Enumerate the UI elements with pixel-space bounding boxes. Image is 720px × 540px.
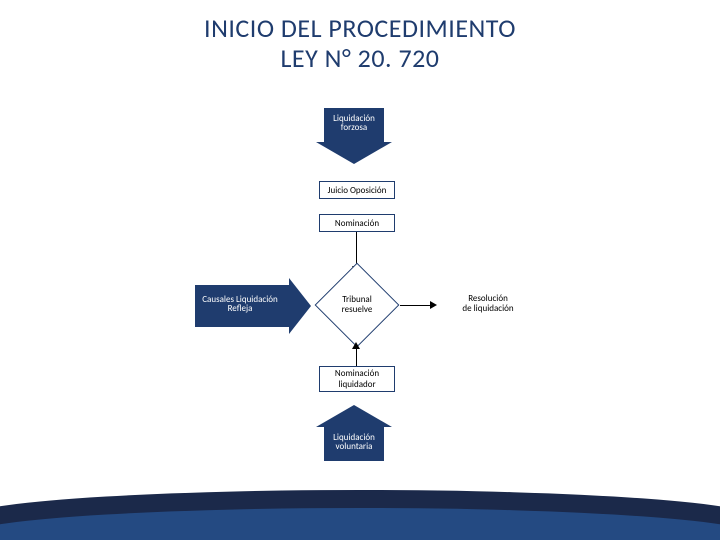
box-nominacion-liquidador-label: Nominaciónliquidador	[335, 368, 379, 390]
arrow-liq-voluntaria-label: Liquidaciónvoluntaria	[324, 433, 384, 452]
diamond-tribunal-label: Tribunalresuelve	[322, 295, 392, 315]
edge-tribunal-resolucion	[400, 305, 432, 306]
title-line2: LEY N° 20. 720	[281, 42, 440, 74]
box-juicio: Juicio Oposición	[319, 181, 395, 199]
box-nominacion-liquidador: Nominaciónliquidador	[319, 366, 395, 392]
arrow-causales-label: Causales LiquidaciónRefleja	[199, 295, 281, 314]
edge-nomliq-tribunal-head	[352, 342, 360, 349]
title-line1: INICIO DEL PROCEDIMIENTO	[204, 12, 516, 44]
arrow-liq-voluntaria: Liquidaciónvoluntaria	[316, 405, 392, 463]
edge-nomliq-tribunal	[356, 348, 357, 366]
arrow-liq-forzosa: Liquidaciónforzosa	[316, 108, 392, 168]
label-resolucion: Resoluciónde liquidación	[448, 294, 528, 314]
box-juicio-label: Juicio Oposición	[328, 185, 387, 196]
box-nominacion: Nominación	[319, 214, 395, 232]
page-title: INICIO DEL PROCEDIMIENTO LEY N° 20. 720	[0, 14, 720, 74]
arrow-causales: Causales LiquidaciónRefleja	[195, 278, 313, 334]
box-nominacion-label: Nominación	[335, 218, 379, 229]
arrow-liq-forzosa-label: Liquidaciónforzosa	[324, 114, 384, 133]
edge-tribunal-resolucion-head	[430, 301, 437, 309]
